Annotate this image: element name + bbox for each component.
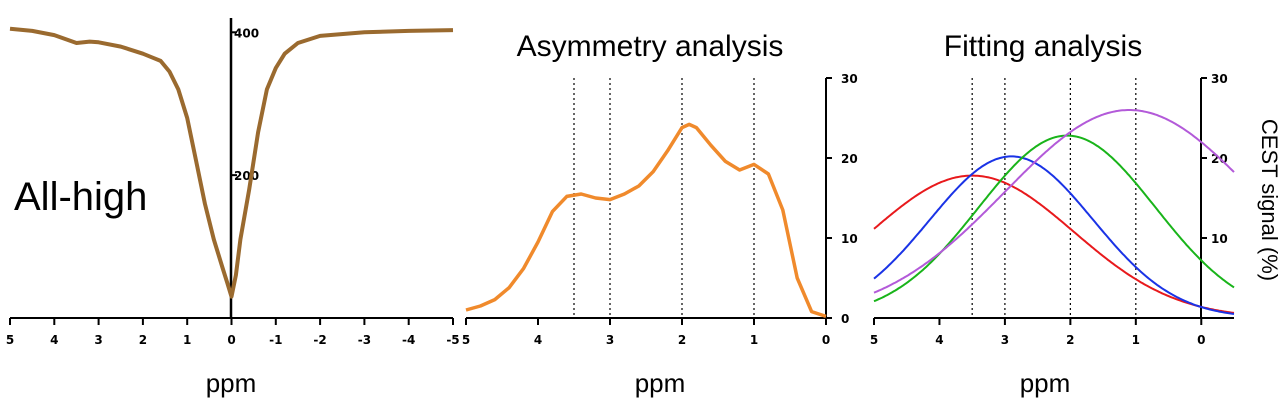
fit-curve: [873, 174, 1235, 314]
x-tick-label: 2: [1066, 333, 1074, 347]
x-tick-label: 0: [822, 333, 830, 347]
y-tick-label: 30: [1211, 72, 1228, 86]
fit-curve: [873, 134, 1235, 303]
x-tick-label: 0: [227, 333, 235, 347]
reference-lines: [971, 78, 1137, 318]
x-tick-label: 1: [750, 333, 758, 347]
x-ticks: 5 4 3 2 1 0 -1 -2 -3 -4 -5: [6, 318, 460, 347]
series-line: [465, 122, 827, 319]
x-tick-label: 2: [678, 333, 686, 347]
y-tick-label: 0: [841, 312, 849, 326]
x-tick-label: 5: [6, 333, 14, 347]
x-tick-label: -4: [402, 333, 415, 347]
fit-curves: [873, 109, 1235, 315]
panel-label: All-high: [14, 175, 147, 219]
y-tick-label: 20: [841, 152, 858, 166]
fit-curve: [873, 155, 1235, 315]
x-axis-label: ppm: [1020, 368, 1071, 398]
x-ticks: 5 4 3 2 1 0: [870, 318, 1205, 347]
x-tick-label: -5: [446, 333, 459, 347]
x-tick-label: -3: [358, 333, 371, 347]
x-tick-label: 4: [534, 333, 542, 347]
chart-title: Asymmetry analysis: [517, 30, 784, 63]
x-tick-label: 3: [1001, 333, 1009, 347]
x-tick-label: -2: [313, 333, 326, 347]
x-tick-label: 2: [139, 333, 147, 347]
x-axis-label: ppm: [635, 368, 686, 398]
x-tick-label: 3: [606, 333, 614, 347]
y-tick-label: 400: [234, 26, 259, 40]
x-tick-label: 0: [1197, 333, 1205, 347]
y-tick-label: 10: [841, 232, 858, 246]
x-tick-label: 5: [462, 333, 470, 347]
series-line: [9, 26, 454, 299]
x-tick-label: 1: [183, 333, 191, 347]
x-ticks: 5 4 3 2 1 0: [462, 318, 830, 347]
panel-all-high: All-high 5 4 3 2 1 0 -1 -2 -3 -4 -5 200 400 ppm: [6, 18, 460, 398]
y-tick-label: 200: [234, 169, 259, 183]
fit-curve: [873, 109, 1235, 294]
x-tick-label: -1: [269, 333, 282, 347]
y-tick-label: 10: [1211, 232, 1228, 246]
x-tick-label: 1: [1132, 333, 1140, 347]
x-axis-label: ppm: [206, 368, 257, 398]
x-tick-label: 4: [935, 333, 943, 347]
x-tick-label: 3: [94, 333, 102, 347]
y-ticks: 0 10 20 30: [826, 72, 858, 326]
y-axis-label: CEST signal (%): [1257, 119, 1282, 281]
x-tick-label: 4: [50, 333, 58, 347]
chart-title: Fitting analysis: [944, 30, 1142, 63]
y-tick-label: 30: [841, 72, 858, 86]
x-tick-label: 5: [870, 333, 878, 347]
